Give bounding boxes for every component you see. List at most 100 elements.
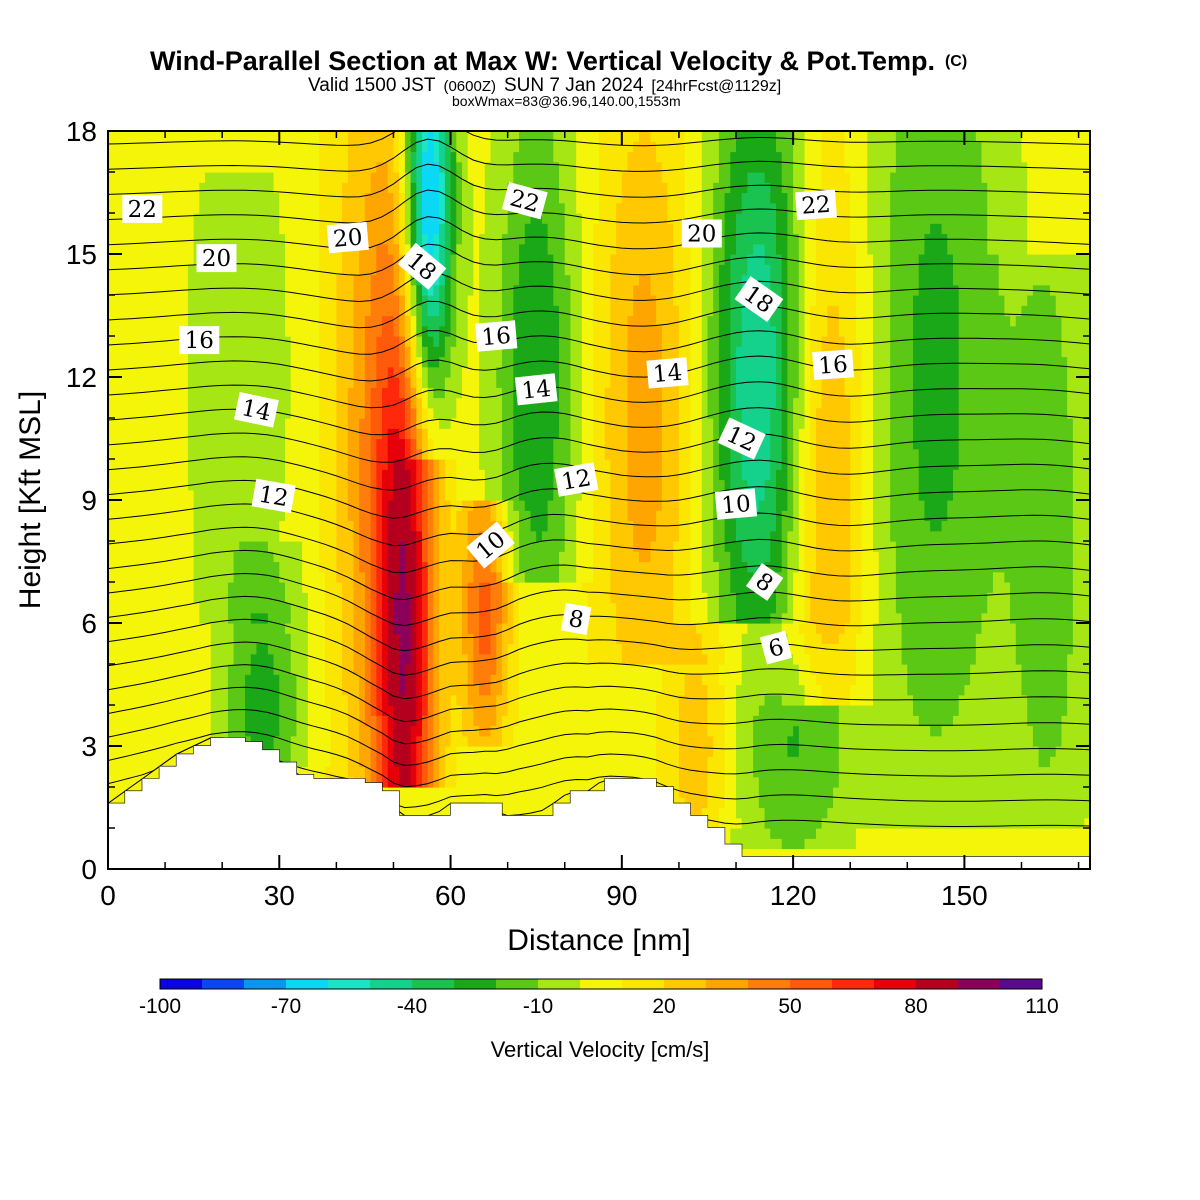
velocity-cell (838, 131, 846, 337)
contour-label-text: 14 (652, 360, 683, 388)
velocity-cell (1067, 828, 1074, 869)
velocity-cell (382, 469, 389, 716)
velocity-cell (256, 541, 263, 614)
velocity-cell (501, 715, 509, 747)
velocity-cell (924, 131, 931, 235)
velocity-cell (730, 254, 737, 501)
velocity-cell (456, 243, 463, 399)
velocity-cell (461, 735, 469, 747)
velocity-cell (227, 131, 235, 173)
velocity-cell (970, 664, 977, 829)
velocity-cell (387, 366, 395, 429)
velocity-cell (404, 459, 412, 470)
colorbar-swatch (790, 979, 833, 989)
velocity-cell (353, 674, 360, 788)
colorbar-swatch (286, 979, 329, 989)
velocity-cell (284, 633, 292, 768)
velocity-cell (473, 500, 480, 542)
velocity-cell (507, 131, 514, 183)
velocity-cell (284, 336, 292, 419)
colorbar-swatch (538, 979, 581, 989)
velocity-cell (667, 223, 674, 665)
velocity-cell (347, 387, 355, 522)
colorbar-frame (159, 978, 1043, 990)
velocity-cell (764, 131, 771, 183)
velocity-cell (427, 315, 435, 337)
velocity-cell (724, 551, 731, 624)
velocity-cell (764, 182, 771, 265)
velocity-cell (479, 131, 486, 235)
velocity-cell (661, 182, 669, 665)
contour-label-text: 16 (818, 352, 849, 380)
velocity-cell (678, 623, 686, 665)
velocity-cell (736, 828, 743, 850)
contour-label: 22 (795, 189, 837, 221)
velocity-cell (941, 520, 948, 727)
velocity-cell (479, 653, 486, 696)
velocity-cell (724, 623, 731, 869)
velocity-cell (227, 664, 235, 747)
velocity-cell (964, 828, 971, 869)
velocity-cell (736, 684, 743, 819)
velocity-cell (690, 674, 697, 819)
velocity-cell (975, 828, 983, 869)
velocity-cell (798, 705, 806, 850)
velocity-cell (370, 274, 377, 388)
velocity-cell (496, 131, 503, 368)
velocity-cell (713, 623, 720, 829)
velocity-cell (758, 131, 766, 173)
velocity-cell (387, 131, 395, 194)
velocity-cell (673, 131, 680, 306)
velocity-cell (587, 131, 594, 583)
velocity-cell (827, 705, 834, 809)
velocity-cell (404, 284, 412, 317)
velocity-cell (1084, 254, 1090, 819)
colorbar-swatch (202, 979, 245, 989)
velocity-cell (1027, 725, 1034, 829)
colorbar-label: Vertical Velocity [cm/s] (491, 1037, 710, 1062)
velocity-cell (758, 500, 766, 573)
contour-label-box (734, 276, 784, 323)
velocity-cell (855, 346, 863, 634)
velocity-cell (284, 623, 292, 634)
velocity-cell (370, 387, 377, 716)
velocity-cell (450, 254, 457, 347)
velocity-cell (484, 735, 492, 747)
colorbar-swatch (916, 979, 959, 989)
velocity-cell (747, 131, 754, 173)
colorbar-tick-label: 50 (778, 995, 801, 1018)
velocity-cell (867, 828, 874, 869)
velocity-cell (1032, 828, 1040, 869)
velocity-cell (775, 571, 783, 624)
velocity-cell (576, 500, 583, 869)
velocity-cell (918, 725, 926, 829)
velocity-cell (359, 223, 366, 419)
velocity-cell (815, 828, 823, 850)
velocity-cell (918, 500, 926, 727)
velocity-cell (981, 131, 988, 183)
velocity-cell (456, 500, 463, 511)
velocity-cell (1055, 254, 1063, 317)
isentrope-line (108, 526, 1090, 574)
velocity-cell (473, 684, 480, 727)
velocity-cell (787, 653, 794, 706)
velocity-cell (479, 233, 486, 470)
velocity-cell (456, 705, 463, 747)
velocity-cell (638, 274, 646, 563)
colorbar-tick-label: -10 (523, 995, 553, 1018)
velocity-cell (422, 325, 429, 347)
velocity-cell (1061, 828, 1068, 869)
velocity-cell (798, 684, 806, 706)
velocity-cell (987, 592, 994, 829)
velocity-cell (1061, 356, 1068, 716)
velocity-cell (718, 684, 726, 809)
velocity-cell (827, 305, 834, 645)
y-tick-label: 6 (81, 608, 97, 639)
velocity-cell (393, 766, 400, 788)
velocity-cell (342, 182, 349, 696)
velocity-cell (958, 131, 965, 696)
velocity-cell (861, 131, 868, 706)
velocity-cell (935, 223, 943, 532)
velocity-cell (992, 254, 1000, 573)
velocity-cell (935, 530, 943, 737)
